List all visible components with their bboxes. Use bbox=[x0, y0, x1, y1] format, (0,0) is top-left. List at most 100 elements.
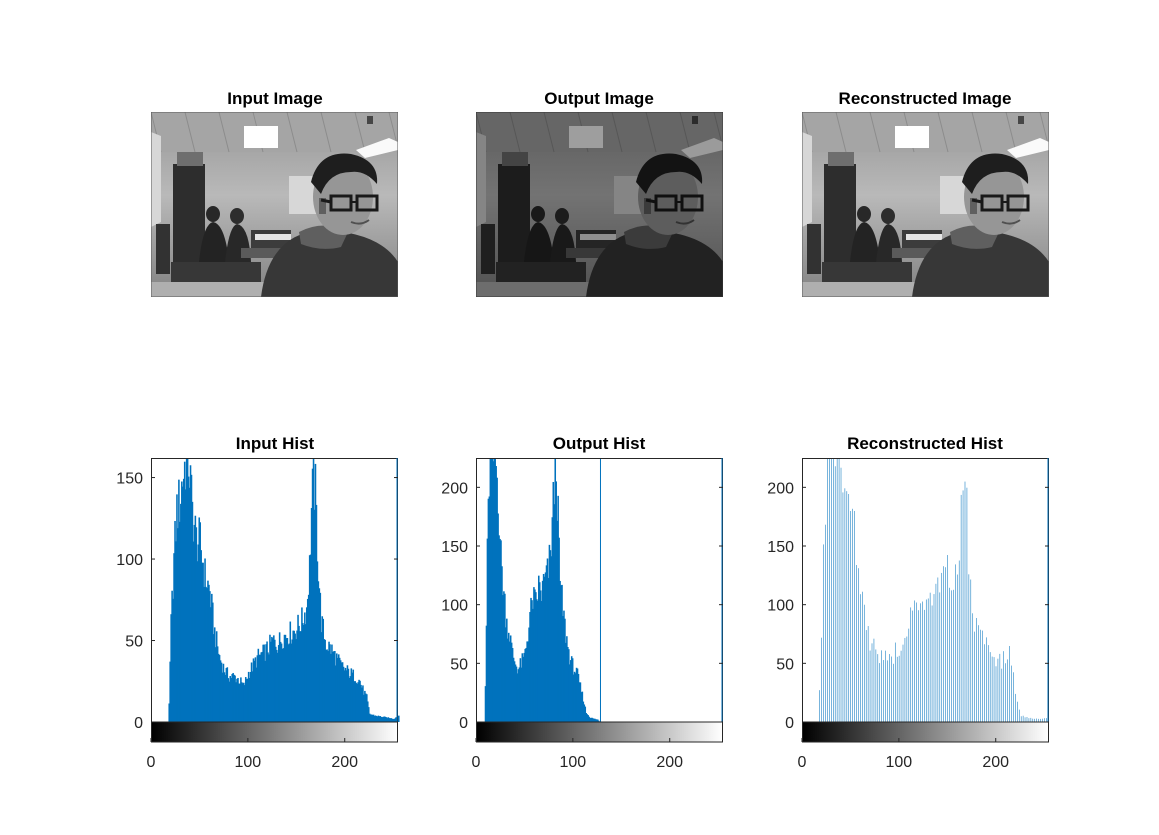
hist-bar bbox=[239, 683, 241, 722]
hist-bar bbox=[533, 587, 535, 722]
hist-bar bbox=[535, 592, 537, 722]
hist-bar bbox=[324, 639, 326, 722]
hist-bar bbox=[383, 716, 386, 722]
hist-bar bbox=[1036, 718, 1037, 722]
hist-bar bbox=[1026, 717, 1028, 722]
hist-bar bbox=[361, 687, 363, 722]
hist-bar bbox=[367, 707, 370, 722]
hist-bar bbox=[325, 649, 327, 722]
hist-bar bbox=[278, 632, 281, 722]
y-tick-label: 0 bbox=[785, 715, 794, 732]
hist-bar bbox=[1003, 651, 1004, 722]
hist-bar bbox=[321, 616, 324, 722]
hist-bar bbox=[1015, 693, 1016, 722]
hist-bar bbox=[529, 612, 531, 722]
hist-bar bbox=[566, 636, 568, 722]
hist-bar bbox=[542, 573, 545, 722]
hist-bar bbox=[896, 656, 898, 722]
hist-bar bbox=[528, 627, 530, 722]
hist-bar bbox=[299, 631, 301, 722]
hist-bar bbox=[537, 600, 539, 722]
hist-bar bbox=[293, 630, 295, 722]
y-tick-label: 50 bbox=[450, 656, 468, 673]
hist-bar bbox=[495, 466, 497, 722]
hist-bar bbox=[225, 668, 228, 722]
hist-bar bbox=[354, 681, 356, 722]
hist-bar bbox=[205, 586, 207, 722]
hist-bar bbox=[261, 651, 263, 722]
output-hist-title: Output Hist bbox=[552, 434, 646, 453]
hist-bar bbox=[599, 458, 601, 722]
hist-bar bbox=[230, 677, 232, 722]
hist-bar bbox=[251, 671, 254, 722]
hist-bar bbox=[997, 658, 999, 722]
hist-bar bbox=[196, 561, 199, 722]
input-image bbox=[151, 112, 398, 297]
hist-bar bbox=[233, 674, 235, 722]
hist-bar bbox=[1009, 645, 1010, 722]
hist-bar bbox=[497, 513, 499, 722]
hist-bar bbox=[227, 678, 230, 722]
hist-bar bbox=[912, 610, 913, 722]
hist-bar bbox=[218, 655, 221, 722]
gray-colorbar bbox=[802, 721, 1049, 743]
hist-bar bbox=[834, 466, 836, 722]
hist-bar bbox=[300, 631, 302, 722]
hist-bar bbox=[269, 634, 271, 722]
hist-bar bbox=[327, 651, 329, 722]
hist-bar bbox=[183, 461, 186, 722]
hist-bar bbox=[984, 644, 985, 722]
hist-bar bbox=[527, 641, 529, 722]
hist-bar bbox=[496, 477, 498, 722]
hist-bar bbox=[201, 562, 203, 722]
hist-bar bbox=[358, 679, 360, 722]
hist-bar bbox=[171, 590, 173, 722]
hist-bar bbox=[332, 651, 334, 722]
hist-bar bbox=[252, 658, 255, 722]
hist-bar bbox=[569, 660, 572, 722]
hist-bar bbox=[583, 704, 586, 722]
hist-bar bbox=[964, 481, 966, 722]
hist-bar bbox=[1001, 668, 1003, 722]
hist-bar bbox=[353, 681, 355, 722]
hist-bar bbox=[372, 714, 375, 722]
hist-bar bbox=[298, 625, 300, 722]
hist-bar bbox=[546, 558, 549, 722]
hist-bar bbox=[846, 491, 848, 722]
hist-bar bbox=[554, 458, 557, 722]
hist-bar bbox=[296, 630, 298, 722]
hist-bar bbox=[320, 632, 323, 722]
hist-bar bbox=[391, 718, 393, 722]
hist-bar bbox=[547, 577, 550, 722]
hist-bar bbox=[191, 501, 194, 722]
hist-bar bbox=[976, 617, 977, 722]
hist-bar bbox=[343, 670, 346, 722]
hist-bar bbox=[536, 599, 538, 722]
hist-bar bbox=[918, 610, 919, 722]
hist-bar bbox=[213, 627, 216, 722]
hist-bar bbox=[262, 644, 264, 722]
hist-bar bbox=[958, 560, 960, 722]
hist-bar bbox=[986, 637, 987, 722]
hist-bar bbox=[212, 602, 214, 722]
hist-bar bbox=[344, 667, 347, 722]
hist-bar bbox=[1042, 718, 1043, 722]
hist-bar bbox=[241, 682, 243, 722]
hist-bar bbox=[368, 713, 371, 722]
hist-bar bbox=[968, 574, 970, 722]
hist-bar bbox=[315, 504, 318, 722]
hist-bar bbox=[553, 504, 556, 722]
hist-bar bbox=[253, 660, 256, 722]
hist-bar bbox=[980, 629, 981, 722]
hist-bar bbox=[288, 643, 291, 722]
hist-bar bbox=[827, 458, 828, 722]
output-hist-chart: 0 50 100 150 200 0 100 200 bbox=[441, 458, 723, 782]
hist-bar bbox=[898, 655, 900, 722]
hist-bar bbox=[487, 498, 490, 722]
hist-bar bbox=[865, 630, 867, 722]
hist-bar bbox=[881, 650, 882, 722]
hist-bar bbox=[597, 719, 599, 722]
hist-bar bbox=[987, 645, 989, 722]
hist-bar bbox=[176, 494, 178, 722]
hist-bar bbox=[302, 623, 304, 722]
